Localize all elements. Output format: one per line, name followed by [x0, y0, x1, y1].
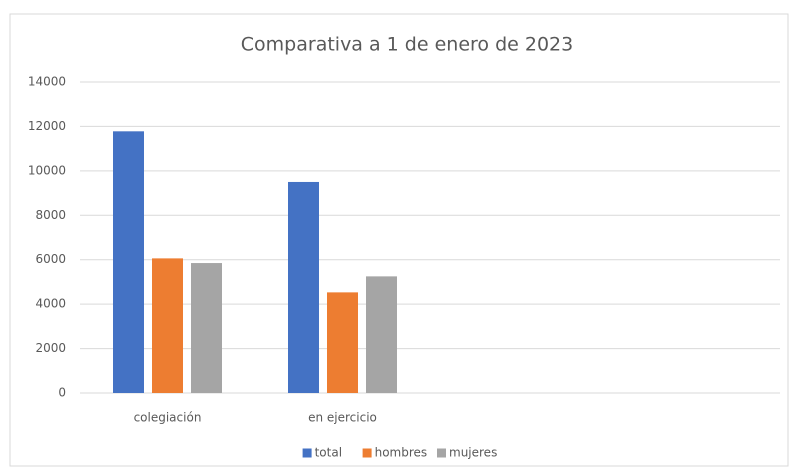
y-tick-label: 4000: [35, 297, 66, 311]
bar: [366, 276, 397, 393]
chart-title: Comparativa a 1 de enero de 2023: [241, 34, 573, 56]
bar: [152, 258, 183, 393]
y-tick-label: 2000: [35, 341, 66, 355]
legend-label: mujeres: [449, 446, 497, 460]
y-tick-label: 8000: [35, 208, 66, 222]
y-tick-label: 12000: [28, 119, 66, 133]
legend-swatch: [437, 448, 446, 458]
x-tick-label: colegiación: [134, 411, 202, 425]
y-tick-label: 14000: [28, 75, 66, 89]
bar: [113, 131, 144, 393]
legend-label: hombres: [375, 446, 428, 460]
legend-swatch: [362, 448, 372, 458]
legend-swatch: [302, 448, 312, 458]
y-tick-label: 6000: [35, 252, 66, 266]
x-tick-label: en ejercicio: [308, 411, 377, 425]
legend-label: total: [315, 446, 342, 460]
y-tick-label: 0: [58, 386, 66, 400]
bar: [191, 263, 222, 393]
bar: [288, 181, 319, 393]
y-tick-label: 10000: [28, 163, 66, 177]
bar: [327, 292, 358, 393]
